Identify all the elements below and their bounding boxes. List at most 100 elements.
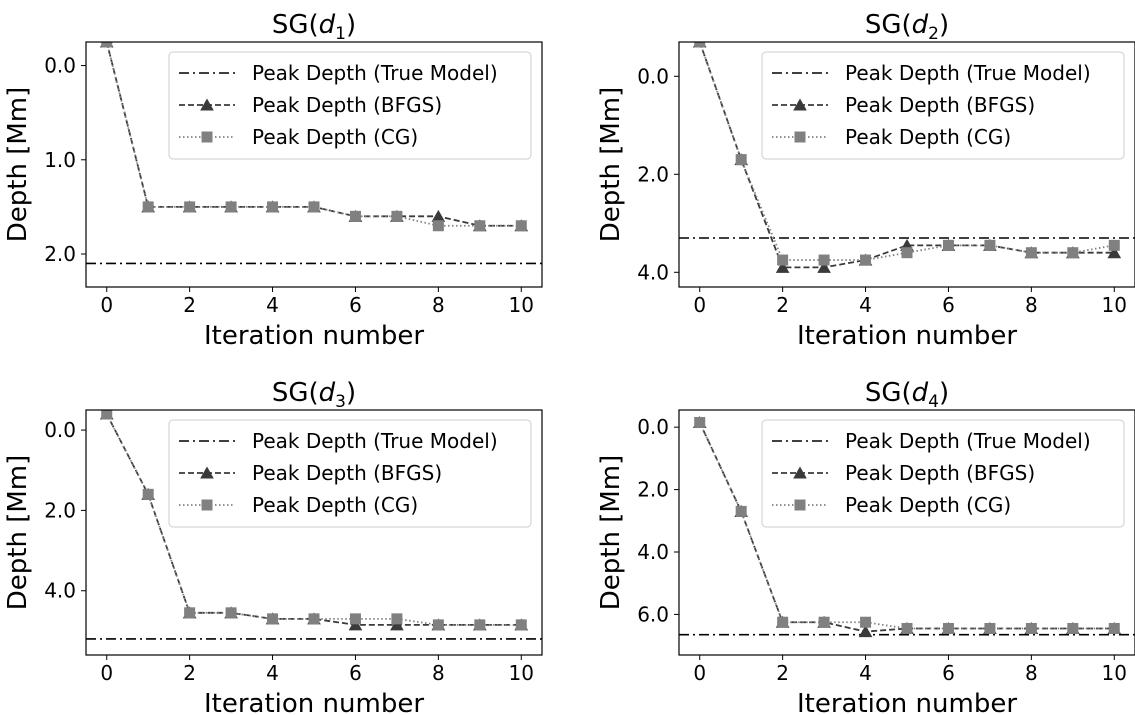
cg-point (184, 607, 196, 619)
cg-point (777, 616, 789, 628)
legend-marker-cg (794, 131, 806, 143)
title-subscript: 4 (928, 392, 939, 412)
x-tick-label: 2 (776, 661, 789, 685)
legend (761, 51, 1125, 160)
cg-point (860, 616, 872, 628)
x-tick-label: 6 (349, 661, 362, 685)
y-axis-label: Depth [Mm] (3, 87, 33, 243)
legend-label: Peak Depth (True Model) (845, 61, 1091, 85)
x-tick-label: 2 (183, 661, 196, 685)
cg-point (308, 613, 320, 625)
y-axis-label: Depth [Mm] (596, 455, 626, 611)
cg-point (432, 619, 444, 631)
cg-point (694, 42, 706, 48)
cg-point (142, 201, 154, 213)
cg-point (225, 201, 237, 213)
x-tick-label: 8 (1025, 293, 1038, 317)
title-suffix: ) (346, 378, 356, 408)
y-axis-label: Depth [Mm] (3, 455, 33, 611)
y-tick-label: 0.0 (44, 54, 76, 78)
legend-marker-cg (201, 131, 213, 143)
x-tick-label: 0 (100, 293, 113, 317)
y-tick-label: 6.0 (637, 602, 669, 626)
y-tick-label: 2.0 (637, 162, 669, 186)
x-tick-label: 0 (100, 661, 113, 685)
cg-point (818, 616, 830, 628)
title-subscript: 2 (928, 24, 939, 44)
x-tick-label: 10 (509, 661, 534, 685)
bfgs-series-line (698, 42, 1115, 269)
chart-title: SG(d1) (272, 10, 356, 44)
cg-point (1025, 622, 1037, 634)
axes-frame (678, 409, 1135, 656)
y-tick-label: 2.0 (44, 242, 76, 266)
cg-point (984, 239, 996, 251)
x-tick-label: 10 (509, 293, 534, 317)
cg-point (391, 613, 403, 625)
y-tick-label: 4.0 (637, 540, 669, 564)
cg-point (267, 201, 279, 213)
title-subscript: 1 (335, 24, 346, 44)
title-variable: d (912, 378, 929, 408)
bfgs-point (858, 625, 873, 638)
x-tick-label: 2 (183, 293, 196, 317)
cg-point (474, 220, 486, 232)
cg-point (267, 613, 279, 625)
cg-point (777, 254, 789, 266)
x-axis-label: Iteration number (797, 689, 1017, 715)
legend-label: Peak Depth (CG) (845, 125, 1011, 149)
x-tick-label: 4 (859, 293, 872, 317)
x-tick-label: 4 (266, 293, 279, 317)
y-tick-label: 0.0 (44, 418, 76, 442)
x-axis-label: Iteration number (797, 321, 1017, 351)
y-axis-label: Depth [Mm] (596, 87, 626, 243)
cg-point (391, 210, 403, 222)
legend-label: Peak Depth (True Model) (845, 429, 1091, 453)
x-tick-label: 0 (693, 661, 706, 685)
bfgs-point (817, 260, 831, 273)
x-tick-label: 6 (942, 661, 955, 685)
cg-point (1108, 239, 1120, 251)
title-suffix: ) (346, 10, 356, 40)
x-tick-label: 6 (349, 293, 362, 317)
cg-point (1067, 247, 1079, 259)
legend-marker-bfgs (793, 466, 807, 479)
chart-title: SG(d3) (272, 378, 356, 412)
legend-marker-bfgs (793, 98, 807, 111)
x-axis-label: Iteration number (204, 689, 424, 715)
x-tick-label: 8 (432, 293, 445, 317)
x-tick-label: 0 (693, 293, 706, 317)
cg-point (942, 239, 954, 251)
legend-marker-bfgs (200, 466, 214, 479)
legend-label: Peak Depth (CG) (845, 493, 1011, 517)
title-suffix: ) (939, 378, 949, 408)
chart-title: SG(d4) (865, 378, 949, 412)
cg-point (432, 220, 444, 232)
y-tick-label: 4.0 (637, 260, 669, 284)
legend-label: Peak Depth (BFGS) (252, 461, 442, 485)
cg-point (349, 613, 361, 625)
cg-point (818, 254, 830, 266)
title-prefix: SG( (272, 10, 319, 40)
bfgs-point (348, 618, 363, 631)
cg-point (1067, 622, 1079, 634)
legend-marker-bfgs (200, 98, 214, 111)
chart-panel-3: SG(d3) 0 2 4 6 8 10 0.0 2.0 4.0 Iteration number De… (3, 378, 543, 715)
cg-point (474, 619, 486, 631)
cg-point (349, 210, 361, 222)
x-tick-label: 10 (1102, 661, 1127, 685)
cg-point (901, 622, 913, 634)
y-tick-label: 0.0 (637, 415, 669, 439)
cg-point (735, 505, 747, 517)
legend-label: Peak Depth (True Model) (252, 61, 498, 85)
y-tick-label: 4.0 (44, 579, 76, 603)
legend-label: Peak Depth (CG) (252, 125, 418, 149)
cg-point (860, 254, 872, 266)
axes-frame (85, 409, 543, 656)
cg-point (735, 154, 747, 166)
x-tick-label: 4 (859, 661, 872, 685)
cg-point (901, 247, 913, 259)
